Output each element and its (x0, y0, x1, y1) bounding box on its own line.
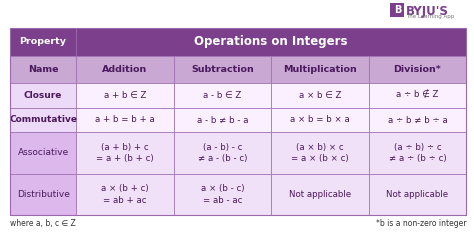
Bar (10, 83, 76, 108)
Bar (76, 83, 174, 108)
Text: The Learning App: The Learning App (406, 14, 455, 19)
Text: a × b ∈ Z: a × b ∈ Z (299, 91, 341, 100)
Bar (271, 83, 369, 108)
Text: a + b ∈ Z: a + b ∈ Z (104, 91, 146, 100)
Text: a ÷ b ∉ Z: a ÷ b ∉ Z (396, 91, 438, 100)
Bar (174, 174, 271, 215)
Text: Subtraction: Subtraction (191, 65, 254, 74)
Text: Closure: Closure (24, 91, 62, 100)
Bar (76, 56, 174, 83)
Bar (76, 28, 466, 56)
Bar (174, 83, 271, 108)
Text: where a, b, c ∈ Z: where a, b, c ∈ Z (10, 219, 76, 228)
Text: (a × b) × c
= a × (b × c): (a × b) × c = a × (b × c) (292, 143, 349, 163)
Bar (76, 132, 174, 174)
Bar (10, 108, 76, 132)
Text: a - b ∈ Z: a - b ∈ Z (203, 91, 242, 100)
Text: Name: Name (28, 65, 58, 74)
Text: Division*: Division* (393, 65, 441, 74)
Bar (10, 132, 76, 174)
Bar (271, 56, 369, 83)
Text: a - b ≠ b - a: a - b ≠ b - a (197, 115, 248, 125)
Text: (a - b) - c
≠ a - (b - c): (a - b) - c ≠ a - (b - c) (198, 143, 247, 163)
Text: a ÷ b ≠ b ÷ a: a ÷ b ≠ b ÷ a (388, 115, 447, 125)
Text: a × (b - c)
= ab - ac: a × (b - c) = ab - ac (201, 184, 244, 205)
Text: (a + b) + c
= a + (b + c): (a + b) + c = a + (b + c) (96, 143, 154, 163)
Bar (369, 108, 466, 132)
Text: a × b = b × a: a × b = b × a (290, 115, 350, 125)
Bar (369, 83, 466, 108)
Text: a × (b + c)
= ab + ac: a × (b + c) = ab + ac (101, 184, 149, 205)
Bar (76, 108, 174, 132)
Bar (174, 132, 271, 174)
Text: Not applicable: Not applicable (386, 190, 448, 199)
Bar (10, 174, 76, 215)
Bar (174, 108, 271, 132)
Bar (369, 132, 466, 174)
Text: Addition: Addition (102, 65, 147, 74)
Bar (10, 28, 466, 215)
Text: Multiplication: Multiplication (283, 65, 357, 74)
Text: Distributive: Distributive (17, 190, 70, 199)
Bar (76, 174, 174, 215)
Text: Property: Property (19, 37, 66, 46)
Text: Not applicable: Not applicable (289, 190, 351, 199)
Text: Associative: Associative (18, 148, 69, 158)
Bar (369, 56, 466, 83)
Text: B: B (393, 5, 401, 15)
Bar (271, 132, 369, 174)
Bar (10, 56, 76, 83)
Text: *b is a non-zero integer: *b is a non-zero integer (375, 219, 466, 228)
Bar (271, 108, 369, 132)
Text: BYJU'S: BYJU'S (406, 5, 449, 18)
Text: (a ÷ b) ÷ c
≠ a ÷ (b ÷ c): (a ÷ b) ÷ c ≠ a ÷ (b ÷ c) (389, 143, 447, 163)
Bar (174, 56, 271, 83)
Bar (271, 174, 369, 215)
Bar (10, 28, 76, 56)
Text: Commutative: Commutative (9, 115, 77, 125)
Text: a + b = b + a: a + b = b + a (95, 115, 155, 125)
Bar (391, 3, 404, 17)
Bar (369, 174, 466, 215)
Text: Operations on Integers: Operations on Integers (194, 35, 348, 48)
